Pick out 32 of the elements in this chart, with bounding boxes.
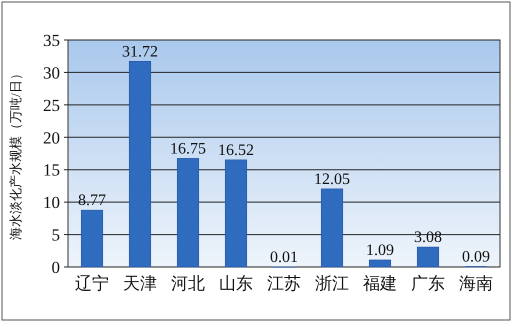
data-label: 16.52	[218, 142, 254, 159]
bar	[128, 61, 152, 268]
data-label: 12.05	[314, 170, 350, 188]
bar	[176, 158, 200, 268]
bar	[416, 246, 440, 268]
data-label: 0.01	[270, 248, 298, 266]
y-axis-title: 海水淡化产水规模（万吨/日）	[8, 67, 23, 240]
y-tick-label: 15	[43, 160, 60, 180]
x-tick-label: 河北	[171, 274, 205, 293]
y-tick-label: 20	[43, 128, 60, 148]
y-tick-label: 30	[43, 63, 60, 82]
x-tick-label: 山东	[219, 274, 253, 293]
x-tick-label: 江苏	[267, 274, 301, 293]
x-tick-label: 福建	[363, 274, 397, 293]
bar	[320, 188, 344, 268]
bar	[224, 160, 248, 268]
x-tick-label: 广东	[411, 274, 445, 293]
data-label: 31.72	[122, 43, 158, 60]
data-label: 1.09	[366, 242, 394, 259]
y-tick-label: 25	[43, 96, 60, 115]
data-label: 16.75	[170, 140, 206, 158]
x-tick-label: 辽宁	[75, 274, 109, 293]
data-label: 0.09	[462, 248, 490, 266]
bar	[368, 260, 392, 268]
y-tick-label: 10	[43, 193, 60, 212]
x-tick-label: 海南	[459, 274, 493, 293]
y-tick-label: 35	[43, 31, 60, 50]
x-tick-label: 浙江	[315, 274, 349, 293]
x-tick-label: 天津	[123, 274, 157, 293]
y-tick-label: 0	[52, 258, 60, 277]
bar	[80, 210, 104, 268]
y-tick-label: 5	[52, 226, 60, 245]
